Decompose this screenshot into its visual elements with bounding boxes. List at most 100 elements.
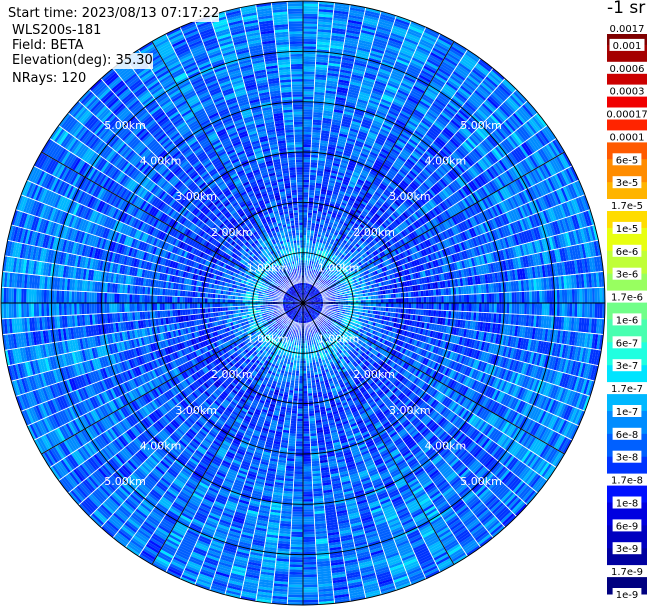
radar-cell [312,210,318,214]
radar-cell [314,89,325,93]
radar-cell [337,171,345,177]
radar-cell [310,159,318,163]
radar-cell [335,96,347,102]
radar-cell [310,167,317,171]
radar-cell [398,308,401,314]
radar-cell [311,137,321,141]
radar-cell [347,132,358,138]
radar-cell [376,28,391,35]
radar-cell [322,117,332,122]
radar-cell [303,187,309,190]
radar-cell [330,170,338,175]
radar-cell [332,22,347,27]
radar-cell [303,197,309,200]
radar-cell [303,219,308,223]
radar-cell [329,47,343,52]
radar-cell [315,64,328,68]
radar-cell [599,303,603,319]
radar-cell [328,62,341,67]
radar-cell [316,213,322,217]
radar-cell [336,176,344,181]
radar-cell [319,142,328,147]
radar-cell [489,303,492,313]
radar-cell [599,287,603,303]
radar-cell [421,296,424,303]
radar-cell [303,250,306,253]
radar-cell [406,303,409,309]
radar-cell [303,38,317,42]
radar-cell [574,303,578,317]
radar-cell [398,297,402,303]
radar-cell [327,70,340,75]
radar-cell [324,97,335,102]
radar-cell [303,53,316,57]
radar-cell [372,42,386,50]
radar-cell [303,230,307,233]
radar-cell [346,24,362,30]
radar-cell [592,287,595,303]
radar-cell [328,138,338,143]
radar-cell [330,216,336,221]
radar-cell [576,288,580,303]
radar-cell [315,243,319,248]
radar-cell [334,104,345,109]
radar-cell [326,213,332,217]
radar-cell [303,293,305,296]
radar-cell [349,7,365,13]
radar-cell [303,21,318,24]
radar-cell [377,310,381,316]
radar-cell [324,95,336,100]
radar-cell [317,16,333,21]
radar-cell [303,8,318,12]
radar-cell [360,86,372,93]
radar-cell [413,297,417,303]
radar-cell [541,303,545,316]
radar-cell [332,209,338,214]
radar-cell [327,148,336,153]
radar-cell [433,309,437,317]
radar-cell [330,172,338,177]
radar-cell [436,303,439,310]
radar-cell [396,298,399,303]
radar-cell [350,123,361,129]
radar-cell [335,147,344,153]
radar-cell [303,41,317,45]
radar-cell [319,221,325,226]
radar-cell [366,62,380,69]
radar-cell [587,303,590,318]
radar-cell [309,237,314,241]
radar-cell [327,226,332,231]
radar-cell [326,80,338,85]
radar-cell [303,252,306,256]
radar-cell [356,49,370,55]
radar-cell [326,77,339,82]
radar-cell [338,133,348,138]
radar-cell [333,10,349,15]
radar-cell [478,303,482,313]
radar-cell [303,51,316,55]
radar-cell [322,176,330,180]
radar-cell [383,307,386,312]
radar-cell [303,298,304,301]
radar-cell [541,290,545,303]
radar-cell [347,17,363,23]
radar-cell [325,158,334,163]
radar-cell [303,36,317,40]
radar-cell [306,291,308,294]
radar-cell [314,79,327,83]
radar-cell [303,152,311,155]
radar-cell [362,79,375,86]
radar-cell [333,188,340,193]
radar-cell [344,103,356,109]
radar-cell [303,84,315,87]
radar-cell [303,23,318,27]
radar-cell [303,295,305,298]
radar-cell [461,303,465,312]
radar-cell [305,255,308,258]
radar-cell [314,195,320,199]
radar-cell [564,303,568,317]
radar-cell [338,76,351,82]
radar-cell [314,192,321,197]
radar-cell [341,180,349,186]
radar-cell [303,28,317,32]
